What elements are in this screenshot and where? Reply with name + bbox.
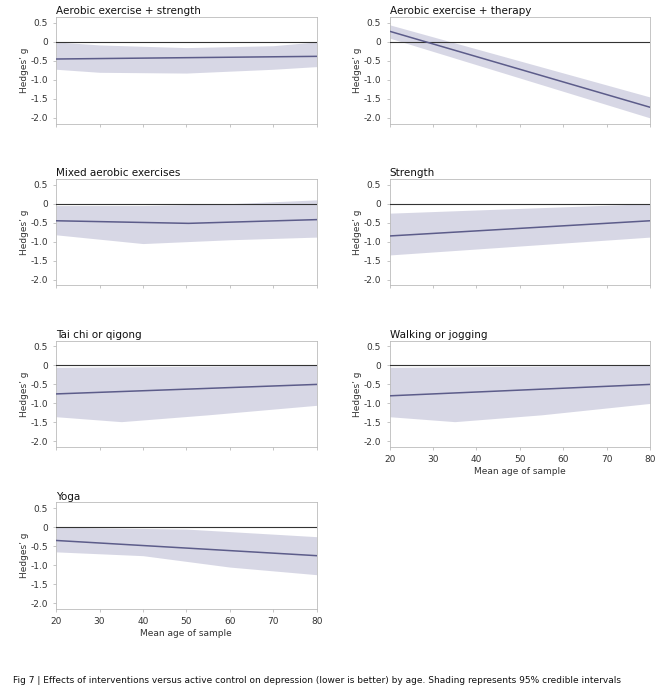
Text: Tai chi or qigong: Tai chi or qigong — [56, 330, 142, 340]
Y-axis label: Hedges’ g: Hedges’ g — [353, 47, 362, 93]
Y-axis label: Hedges’ g: Hedges’ g — [353, 209, 362, 255]
Y-axis label: Hedges’ g: Hedges’ g — [353, 371, 362, 417]
Text: Aerobic exercise + strength: Aerobic exercise + strength — [56, 6, 201, 17]
Text: Walking or jogging: Walking or jogging — [389, 330, 487, 340]
Text: Yoga: Yoga — [56, 492, 81, 502]
Y-axis label: Hedges’ g: Hedges’ g — [20, 371, 29, 417]
Y-axis label: Hedges’ g: Hedges’ g — [20, 533, 29, 579]
Y-axis label: Hedges’ g: Hedges’ g — [20, 47, 29, 93]
Text: Mixed aerobic exercises: Mixed aerobic exercises — [56, 168, 180, 178]
Text: Fig 7 | Effects of interventions versus active control on depression (lower is b: Fig 7 | Effects of interventions versus … — [13, 676, 621, 685]
Text: Aerobic exercise + therapy: Aerobic exercise + therapy — [389, 6, 531, 17]
Y-axis label: Hedges’ g: Hedges’ g — [20, 209, 29, 255]
Text: Strength: Strength — [389, 168, 435, 178]
X-axis label: Mean age of sample: Mean age of sample — [474, 467, 566, 476]
X-axis label: Mean age of sample: Mean age of sample — [141, 629, 232, 638]
